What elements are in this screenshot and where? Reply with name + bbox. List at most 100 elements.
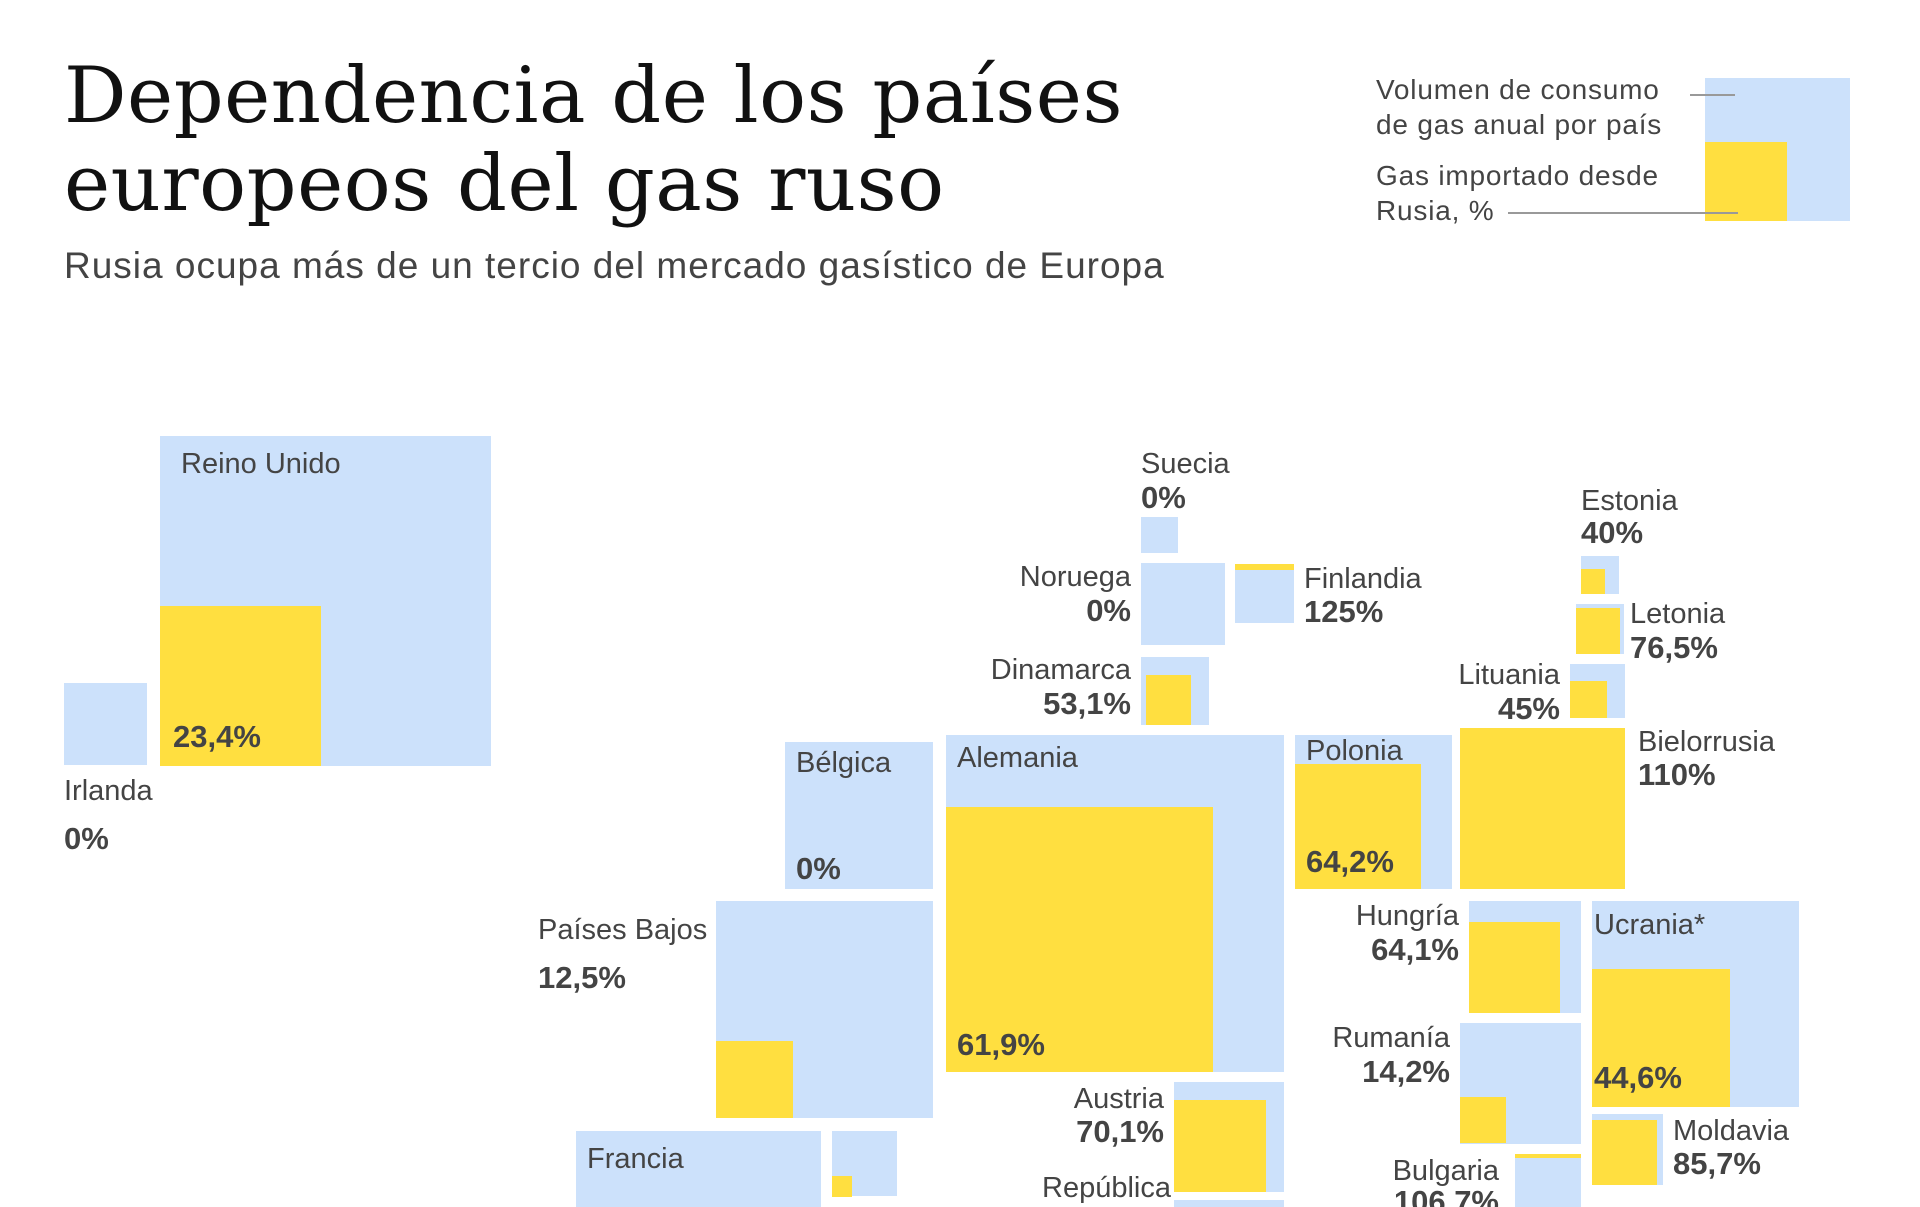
value-label-noruega: 0% (1086, 593, 1131, 628)
consumption-box-bulgaria (1515, 1154, 1581, 1207)
legend-volume-leader (1690, 94, 1735, 96)
legend: Volumen de consumo de gas anual por país… (1370, 70, 1850, 230)
country-name-irlanda: Irlanda (64, 775, 154, 807)
country-name-bielorrusia: Bielorrusia (1638, 726, 1776, 758)
country-name-lituania: Lituania (1458, 659, 1560, 691)
russian-gas-box-alemania (946, 807, 1213, 1072)
country-francia: Francia (576, 1131, 821, 1207)
consumption-box-finlandia (1235, 564, 1294, 623)
country-republica: República (1042, 1172, 1284, 1207)
country-name-finlandia: Finlandia (1304, 563, 1423, 595)
russian-gas-box-moldavia (1592, 1120, 1657, 1185)
value-label-bielorrusia: 110% (1638, 757, 1716, 792)
value-label-ucrania: 44,6% (1594, 1060, 1682, 1095)
russian-gas-box-paises-bajos (716, 1041, 793, 1118)
country-name-hungria: Hungría (1356, 900, 1460, 932)
value-label-irlanda: 0% (64, 821, 109, 856)
title-line-1: Dependencia de los países (64, 51, 1123, 141)
value-label-suecia: 0% (1141, 480, 1186, 515)
value-label-letonia: 76,5% (1630, 630, 1718, 665)
country-unnamed (832, 1131, 897, 1197)
russian-gas-box-letonia (1576, 608, 1620, 654)
legend-russian-label: Gas importado desde Rusia, % (1376, 160, 1659, 226)
value-label-estonia: 40% (1581, 515, 1643, 550)
russian-gas-box-austria (1174, 1100, 1266, 1192)
country-name-dinamarca: Dinamarca (991, 654, 1132, 686)
value-label-lituania: 45% (1498, 691, 1560, 726)
russian-gas-box-ucrania (1592, 969, 1730, 1107)
value-label-moldavia: 85,7% (1673, 1146, 1761, 1181)
russian-gas-box-lituania (1570, 681, 1607, 718)
consumption-box-noruega (1141, 563, 1225, 645)
country-reino-unido: Reino Unido 23,4% (160, 436, 491, 766)
value-label-finlandia: 125% (1304, 594, 1383, 629)
consumption-box-suecia (1141, 517, 1178, 553)
russian-gas-box-finlandia (1235, 564, 1294, 570)
country-paises-bajos: Países Bajos 12,5% (538, 901, 933, 1118)
value-label-alemania: 61,9% (957, 1027, 1045, 1062)
russian-gas-box-polonia (1295, 764, 1421, 889)
value-label-belgica: 0% (796, 851, 841, 886)
country-name-belgica: Bélgica (796, 747, 892, 779)
country-name-alemania: Alemania (957, 742, 1079, 774)
russian-gas-box-hungria (1469, 922, 1560, 1013)
legend-russian-swatch (1705, 142, 1787, 221)
value-label-bulgaria: 106,7% (1394, 1184, 1499, 1207)
country-ucrania: Ucrania* 44,6% (1592, 901, 1799, 1107)
value-label-dinamarca: 53,1% (1043, 686, 1131, 721)
country-name-estonia: Estonia (1581, 485, 1679, 517)
country-alemania: Alemania 61,9% (946, 735, 1284, 1072)
russian-gas-box-unnamed (832, 1176, 852, 1197)
russian-gas-box-dinamarca (1146, 675, 1191, 725)
country-belgica: Bélgica 0% (785, 742, 933, 889)
title-line-2: europeos del gas ruso (64, 139, 945, 229)
country-name-reino-unido: Reino Unido (181, 448, 341, 480)
consumption-box-irlanda (64, 683, 147, 765)
russian-gas-box-rumania (1460, 1097, 1506, 1143)
chart-title: Dependencia de los países europeos del g… (64, 52, 1123, 228)
country-irlanda: Irlanda 0% (64, 683, 154, 856)
country-name-ucrania: Ucrania* (1594, 909, 1705, 941)
country-name-bulgaria: Bulgaria (1393, 1155, 1500, 1187)
country-name-letonia: Letonia (1630, 598, 1726, 630)
legend-volume-label: Volumen de consumo de gas anual por país (1376, 74, 1663, 140)
value-label-austria: 70,1% (1076, 1114, 1164, 1149)
consumption-box-belgica (785, 742, 933, 889)
russian-gas-box-reino-unido (160, 606, 321, 766)
russian-gas-box-bulgaria (1515, 1154, 1581, 1158)
country-name-austria: Austria (1074, 1083, 1165, 1115)
country-name-polonia: Polonia (1306, 735, 1404, 767)
consumption-box-francia (576, 1131, 821, 1207)
value-label-hungria: 64,1% (1371, 932, 1459, 967)
country-name-republica: República (1042, 1172, 1172, 1204)
russian-gas-box-estonia (1581, 569, 1605, 594)
value-label-paises-bajos: 12,5% (538, 960, 626, 995)
country-polonia: Polonia 64,2% (1295, 735, 1452, 889)
value-label-polonia: 64,2% (1306, 844, 1394, 879)
legend-russian-leader (1508, 212, 1738, 214)
russian-gas-box-bielorrusia (1460, 728, 1625, 889)
value-label-rumania: 14,2% (1362, 1054, 1450, 1089)
country-name-rumania: Rumanía (1332, 1022, 1451, 1054)
country-name-francia: Francia (587, 1143, 685, 1175)
value-label-reino-unido: 23,4% (173, 719, 261, 754)
country-name-moldavia: Moldavia (1673, 1115, 1790, 1147)
consumption-box-republica (1174, 1200, 1284, 1207)
country-name-paises-bajos: Países Bajos (538, 914, 707, 946)
country-name-noruega: Noruega (1020, 561, 1132, 593)
chart-subtitle: Rusia ocupa más de un tercio del mercado… (64, 245, 1165, 286)
